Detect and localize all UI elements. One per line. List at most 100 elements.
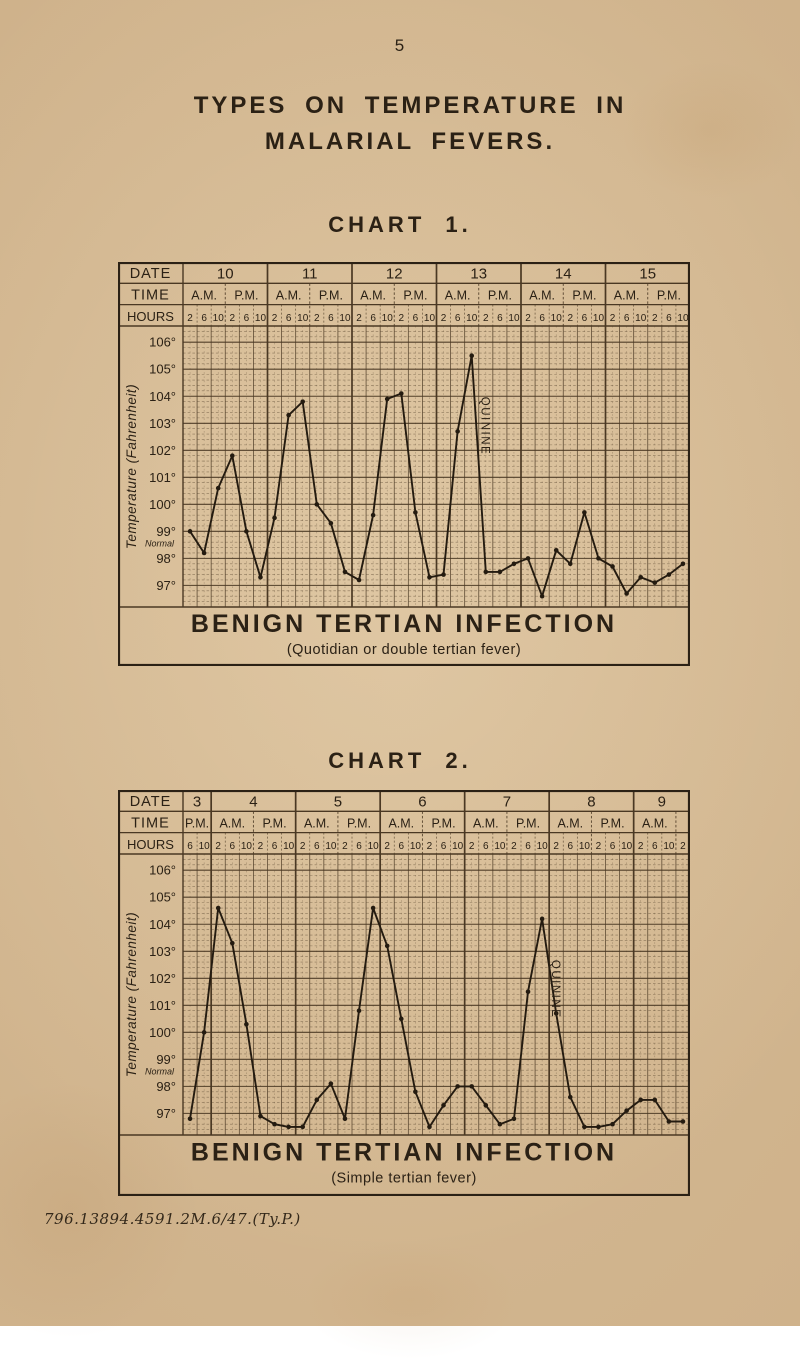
data-point bbox=[567, 1094, 573, 1100]
data-point bbox=[469, 1084, 475, 1089]
document-title-line1: TYPES ON TEMPERATURE IN bbox=[193, 92, 627, 119]
data-point bbox=[539, 916, 545, 922]
date-cell: 15 bbox=[639, 266, 656, 283]
grid bbox=[183, 790, 690, 1136]
y-tick-label: 100° bbox=[149, 1025, 176, 1040]
date-cell: 13 bbox=[470, 266, 487, 283]
data-point bbox=[441, 1102, 446, 1108]
date-cell: 11 bbox=[302, 266, 318, 283]
data-point bbox=[427, 574, 432, 580]
y-tick-label: 100° bbox=[149, 497, 176, 512]
y-tick-label: 98° bbox=[156, 1079, 176, 1094]
data-point bbox=[596, 556, 601, 561]
y-tick-label: 104° bbox=[149, 917, 176, 932]
hour-cell: 6 bbox=[399, 841, 405, 852]
hour-cell: 6 bbox=[497, 313, 503, 324]
y-tick-label: 101° bbox=[149, 998, 176, 1013]
hour-cell: 6 bbox=[187, 841, 193, 852]
time-cell: A.M. bbox=[276, 289, 302, 303]
data-point bbox=[215, 905, 221, 911]
hour-cell: 6 bbox=[582, 313, 588, 324]
hour-cell: 2 bbox=[187, 313, 193, 324]
hours-row-label: HOURS bbox=[127, 309, 174, 324]
data-point bbox=[525, 556, 531, 561]
data-point bbox=[244, 1021, 249, 1027]
hour-cell: 2 bbox=[638, 841, 644, 852]
normal-label: Normal bbox=[145, 1067, 175, 1077]
data-point bbox=[413, 510, 418, 515]
caption-sub: (Quotidian or double tertian fever) bbox=[287, 642, 521, 658]
hour-cell: 2 bbox=[483, 313, 489, 324]
quinine-annotation: QUININE bbox=[549, 960, 561, 1018]
time-row-label: TIME bbox=[131, 288, 170, 304]
data-point bbox=[328, 1081, 334, 1086]
data-point bbox=[328, 520, 334, 526]
hour-cell: 10 bbox=[297, 313, 309, 324]
data-point bbox=[300, 399, 306, 404]
time-cell: A.M. bbox=[557, 817, 583, 831]
hour-cell: 6 bbox=[652, 841, 658, 852]
hour-cell: 2 bbox=[215, 841, 221, 852]
date-row-label: DATE bbox=[130, 266, 172, 282]
time-cell: A.M. bbox=[360, 289, 386, 303]
time-cell: A.M. bbox=[388, 817, 414, 831]
date-cell: 14 bbox=[555, 266, 572, 283]
time-cell: A.M. bbox=[614, 289, 640, 303]
data-point bbox=[553, 1011, 559, 1016]
hour-cell: 10 bbox=[494, 841, 506, 852]
caption-main: BENIGN TERTIAN INFECTION bbox=[191, 610, 617, 638]
data-point bbox=[441, 572, 446, 577]
grid bbox=[183, 262, 690, 608]
chart2-heading: CHART 2. bbox=[328, 748, 472, 773]
hours-row-label: HOURS bbox=[127, 837, 174, 852]
time-cell: P.M. bbox=[234, 289, 258, 303]
hour-cell: 6 bbox=[568, 841, 574, 852]
data-point bbox=[666, 572, 672, 577]
hour-cell: 6 bbox=[370, 313, 376, 324]
chart1-figure: DATE TIME HOURS 10 11 12 13 14 15 A.M. P.M. A.M. P.M… bbox=[117, 261, 691, 671]
data-point bbox=[610, 564, 615, 569]
hour-cell: 6 bbox=[483, 841, 489, 852]
time-cell: P.M. bbox=[431, 817, 455, 831]
page-number: 5 bbox=[394, 36, 406, 55]
caption-sub: (Simple tertian fever) bbox=[331, 1171, 477, 1187]
hour-cell: 10 bbox=[213, 313, 225, 324]
hour-cell: 10 bbox=[508, 313, 520, 324]
fever-chart-svg: DATE TIME HOURS 3 4 5 6 7 8 9 P.M. A.M. P.M. A.M. P.M.… bbox=[117, 789, 691, 1197]
data-point bbox=[539, 593, 545, 599]
data-point bbox=[215, 485, 221, 491]
data-point bbox=[201, 1030, 207, 1035]
time-cell: P.M. bbox=[657, 289, 681, 303]
hour-cell: 6 bbox=[624, 313, 630, 324]
y-axis-title: Temperature (Fahrenheit) bbox=[124, 384, 139, 549]
y-tick-label: 103° bbox=[149, 944, 176, 959]
data-point bbox=[342, 569, 348, 575]
hour-cell: 10 bbox=[325, 841, 337, 852]
hour-cell: 6 bbox=[272, 841, 278, 852]
hour-cell: 10 bbox=[579, 841, 591, 852]
date-cell: 5 bbox=[334, 794, 342, 811]
data-point bbox=[624, 591, 629, 596]
hour-cell: 2 bbox=[469, 841, 475, 852]
y-tick-label: 106° bbox=[149, 863, 176, 878]
hour-cell: 2 bbox=[511, 841, 517, 852]
paper-stain bbox=[300, 1240, 520, 1360]
hour-cell: 2 bbox=[356, 313, 362, 324]
data-point bbox=[666, 1119, 672, 1124]
y-tick-label: 102° bbox=[149, 971, 176, 986]
hour-cell: 6 bbox=[539, 313, 545, 324]
time-cell: A.M. bbox=[304, 817, 330, 831]
data-point bbox=[229, 453, 235, 458]
y-axis: 106° 105° 104° 103° 102° 101° 100° 99° 98° 97° Nor… bbox=[124, 335, 176, 593]
y-tick-label: 102° bbox=[149, 443, 176, 458]
hour-cell: 6 bbox=[525, 841, 531, 852]
data-point bbox=[229, 940, 235, 946]
y-tick-label: 105° bbox=[149, 362, 176, 377]
data-point bbox=[610, 1121, 615, 1127]
hour-cell: 6 bbox=[413, 313, 419, 324]
data-point bbox=[286, 1124, 291, 1130]
data-point bbox=[553, 547, 559, 553]
caption-main: BENIGN TERTIAN INFECTION bbox=[191, 1139, 617, 1167]
hour-cell: 10 bbox=[663, 841, 675, 852]
